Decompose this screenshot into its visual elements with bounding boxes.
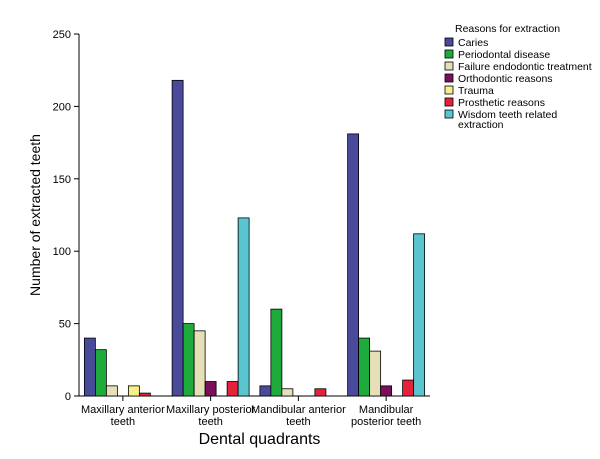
x-tick-label: teeth [198, 416, 222, 428]
legend-swatch [444, 61, 454, 71]
x-tick-label: Mandibular [359, 404, 414, 416]
y-tick-label: 250 [53, 29, 71, 41]
bar-failure-endodontic-treatment-0 [105, 385, 118, 397]
legend-swatch [444, 109, 454, 119]
bar-trauma-0 [127, 385, 140, 397]
bar-prosthetic-reasons-0 [138, 392, 151, 397]
bar-orthodontic-reasons-1 [204, 381, 217, 397]
legend-swatch [444, 37, 454, 47]
x-tick-label: Mandibular anterior [251, 404, 346, 416]
y-tick-label: 200 [53, 101, 71, 113]
bar-caries-3 [347, 133, 360, 397]
legend-swatch [444, 85, 454, 95]
legend: Reasons for extraction CariesPeriodontal … [444, 23, 592, 131]
bar-failure-endodontic-treatment-3 [369, 350, 382, 397]
bar-prosthetic-reasons-3 [402, 379, 415, 397]
bar-periodontal-disease-3 [358, 337, 371, 397]
legend-label: Periodontal disease [458, 49, 550, 61]
legend-label: extraction [458, 119, 504, 131]
plot-area: 0 50 100 150 200 250 Number of extracted teeth… [27, 29, 430, 448]
legend-label: Orthodontic reasons [458, 73, 553, 85]
bar-caries-1 [171, 79, 184, 397]
bar-periodontal-disease-0 [94, 349, 107, 397]
legend-swatch [444, 49, 454, 59]
bar-periodontal-disease-1 [182, 323, 195, 397]
x-axis-title: Dental quadrants [199, 431, 321, 448]
x-tick-label: Maxillary anterior [81, 404, 165, 416]
legend-label: Prosthetic reasons [458, 97, 545, 109]
legend-title: Reasons for extraction [455, 23, 560, 35]
bar-caries-0 [83, 337, 96, 397]
bar-prosthetic-reasons-1 [226, 381, 239, 397]
legend-label: Wisdom teeth related [458, 109, 557, 121]
x-tick-label: Maxillary posterior [166, 404, 256, 416]
bar-caries-2 [259, 385, 272, 397]
bar-failure-endodontic-treatment-1 [193, 330, 206, 397]
y-tick-label: 50 [59, 319, 71, 331]
y-tick-label: 150 [53, 174, 71, 186]
bar-periodontal-disease-2 [270, 308, 283, 397]
y-tick-label: 0 [65, 391, 71, 403]
bar-orthodontic-reasons-3 [380, 385, 393, 397]
legend-label: Caries [458, 37, 488, 49]
bar-failure-endodontic-treatment-2 [281, 388, 294, 397]
x-tick-label: teeth [111, 416, 135, 428]
legend-label: Trauma [458, 85, 494, 97]
bar-wisdom-teeth-related-3 [413, 233, 426, 397]
bar-wisdom-teeth-related-1 [237, 217, 250, 397]
x-tick-label: posterior teeth [351, 416, 421, 428]
bar-prosthetic-reasons-2 [314, 388, 327, 397]
y-axis-title: Number of extracted teeth [27, 134, 43, 296]
legend-label: Failure endodontic treatment [458, 61, 592, 73]
legend-swatch [444, 97, 454, 107]
legend-swatch [444, 73, 454, 83]
x-tick-label: teeth [286, 416, 310, 428]
y-tick-label: 100 [53, 246, 71, 258]
